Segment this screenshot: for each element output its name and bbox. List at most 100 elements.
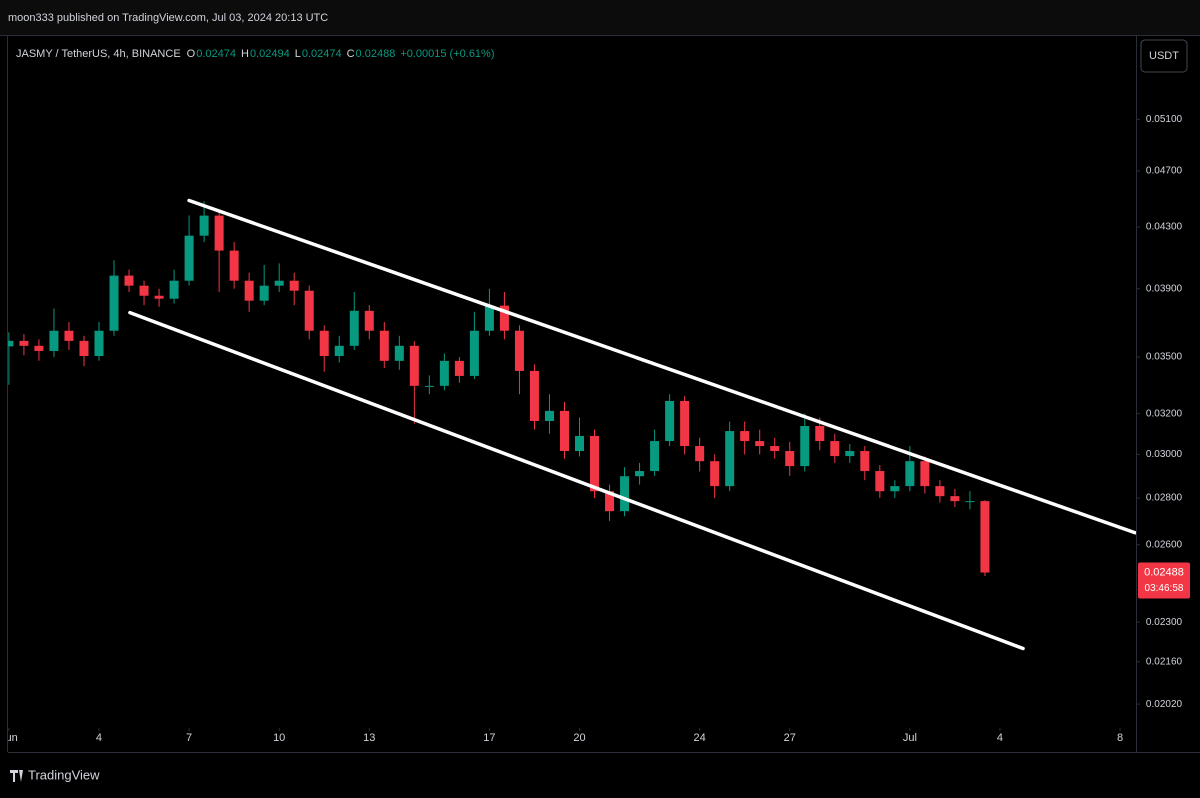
y-tick-label: 0.02020	[1146, 699, 1183, 710]
currency-button[interactable]	[1140, 39, 1188, 73]
candle-body	[710, 461, 720, 487]
trendline	[128, 310, 1025, 651]
logo-icon	[10, 770, 23, 782]
candle-body	[590, 435, 600, 492]
candle-body	[214, 215, 224, 251]
x-tick-label: Jun	[0, 732, 18, 744]
candle-body	[469, 330, 479, 376]
candle-body	[259, 285, 269, 301]
candle-body	[890, 486, 900, 492]
candle-body	[770, 446, 780, 452]
legend-value: 0.02474	[302, 48, 342, 60]
x-tick-label: 17	[483, 732, 495, 744]
legend-key: C	[347, 48, 355, 60]
candle-body	[830, 441, 840, 457]
candle-body	[349, 310, 359, 346]
x-tick-label: 13	[363, 732, 375, 744]
candle-body	[665, 400, 675, 442]
candle-body	[680, 400, 690, 447]
y-tick-label: 0.05100	[1146, 114, 1183, 125]
candle-body	[139, 285, 149, 296]
price-tag-value: 0.02488	[1144, 566, 1184, 578]
candle-body	[8, 340, 14, 347]
candle-body	[94, 330, 104, 356]
candle-body	[49, 330, 59, 351]
candle-body	[725, 431, 735, 487]
y-tick-label: 0.04700	[1146, 166, 1183, 177]
x-tick-label: Jul	[903, 732, 917, 744]
legend-key: L	[295, 48, 301, 60]
candle-body	[845, 451, 855, 457]
legend-value: 0.02474	[196, 48, 236, 60]
candle-body	[529, 370, 539, 421]
candle-body	[559, 410, 569, 452]
candle-body	[755, 441, 765, 447]
candle-body	[905, 461, 915, 487]
candle-body	[950, 496, 960, 502]
candle-body	[424, 385, 434, 387]
trendline	[187, 198, 1136, 535]
candle-body	[860, 451, 870, 472]
x-tick-label: 4	[96, 732, 102, 744]
candle-body	[394, 345, 404, 361]
top-bar	[0, 0, 1200, 35]
candle-body	[79, 340, 89, 356]
candle-body	[875, 471, 885, 492]
publisher: moon333 published on TradingView.com, Ju…	[8, 12, 328, 24]
brand: TradingView	[28, 767, 100, 782]
candle-body	[334, 345, 344, 356]
candle-body	[304, 290, 314, 331]
y-tick-label: 0.03200	[1146, 408, 1183, 419]
x-tick-label: 20	[573, 732, 585, 744]
candle-body	[169, 280, 179, 299]
candle-body	[409, 345, 419, 386]
x-tick-label: 4	[997, 732, 1003, 744]
candle-body	[800, 426, 810, 467]
x-tick-label: 24	[694, 732, 706, 744]
symbol: JASMY / TetherUS, 4h, BINANCE	[16, 48, 181, 60]
legend-key: H	[241, 48, 249, 60]
y-tick-label: 0.02300	[1146, 617, 1183, 628]
candle-body	[199, 215, 209, 236]
candle-body	[154, 295, 164, 299]
y-tick-label: 0.03500	[1146, 352, 1183, 363]
candle-body	[620, 476, 630, 512]
candle-body	[740, 431, 750, 442]
candle-body	[695, 446, 705, 462]
candle-body	[109, 275, 119, 331]
legend: JASMY / TetherUS, 4h, BINANCE O 0.02474 H 0…	[16, 48, 495, 60]
candle-body	[815, 426, 825, 442]
x-tick-label: 10	[273, 732, 285, 744]
x-tick-label: 7	[186, 732, 192, 744]
candle-body	[364, 310, 374, 331]
candle-body	[124, 275, 134, 286]
legend-change: +0.00015 (+0.61%)	[400, 48, 494, 60]
candle-body	[650, 441, 660, 472]
candle-body	[785, 451, 795, 467]
candle-body	[605, 491, 615, 512]
candle-body	[575, 435, 585, 452]
candle-body	[19, 340, 29, 346]
candle-body	[454, 360, 464, 376]
y-tick-label: 0.02600	[1146, 539, 1183, 550]
candle-body	[484, 305, 494, 331]
candle-body	[544, 410, 554, 421]
candle-body	[935, 486, 945, 497]
legend-value: 0.02488	[356, 48, 396, 60]
candle-body	[514, 330, 524, 371]
currency[interactable]: USDT	[1149, 50, 1179, 62]
y-tick-label: 0.03900	[1146, 283, 1183, 294]
legend-key: O	[187, 48, 196, 60]
candle-body	[920, 461, 930, 487]
x-tick-label: 27	[784, 732, 796, 744]
y-tick-label: 0.04300	[1146, 222, 1183, 233]
candle-body	[34, 345, 44, 351]
candle-body	[379, 330, 389, 361]
y-tick-label: 0.02800	[1146, 493, 1183, 504]
candle-body	[274, 280, 284, 286]
legend-value: 0.02494	[250, 48, 290, 60]
candle-body	[184, 235, 194, 281]
candle-body	[244, 280, 254, 301]
